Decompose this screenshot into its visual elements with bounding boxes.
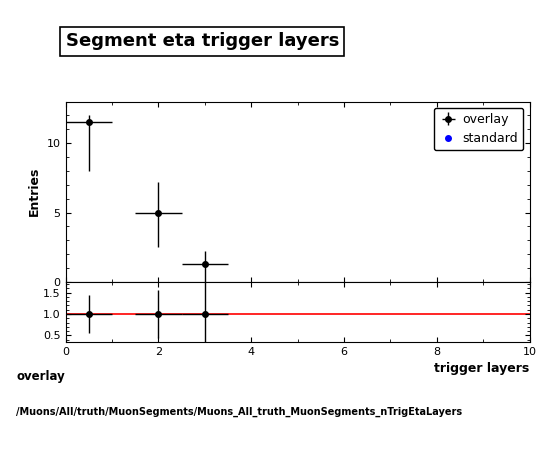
Y-axis label: Entries: Entries	[28, 167, 41, 216]
Legend: overlay, standard: overlay, standard	[434, 108, 524, 150]
Text: overlay: overlay	[16, 370, 65, 383]
X-axis label: trigger layers: trigger layers	[435, 362, 530, 375]
Text: /Muons/All/truth/MuonSegments/Muons_All_truth_MuonSegments_nTrigEtaLayers: /Muons/All/truth/MuonSegments/Muons_All_…	[16, 407, 462, 417]
Text: Segment eta trigger layers: Segment eta trigger layers	[66, 32, 339, 50]
